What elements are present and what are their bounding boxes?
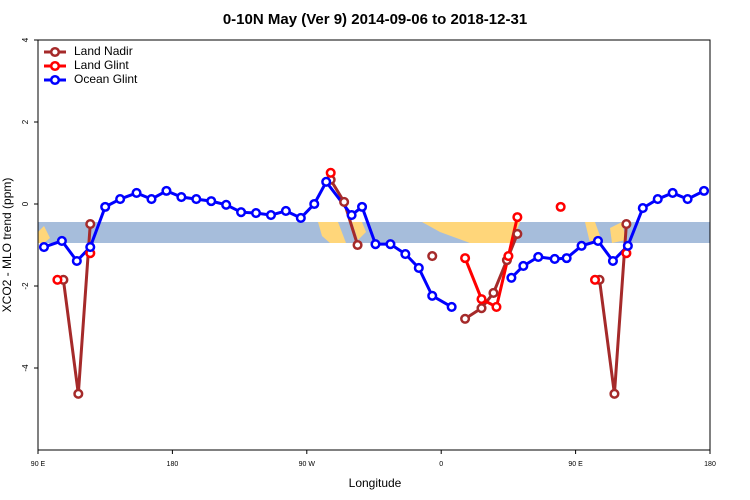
data-point	[698, 185, 710, 196]
series-line	[43, 179, 453, 309]
y-tick-label: 0	[21, 201, 30, 206]
data-point	[589, 274, 601, 285]
data-point	[400, 248, 411, 260]
data-point	[503, 251, 514, 262]
data-point	[518, 260, 529, 271]
data-point	[352, 239, 363, 251]
x-axis-label: Longitude	[349, 476, 402, 490]
data-point	[73, 388, 84, 399]
data-point	[115, 194, 126, 205]
data-point	[346, 210, 357, 221]
x-tick-label: 90 E	[31, 461, 46, 468]
data-point	[56, 235, 67, 246]
data-point	[176, 191, 187, 203]
data-point	[295, 212, 306, 223]
data-point	[506, 272, 517, 283]
data-point	[446, 301, 457, 312]
data-point	[385, 239, 396, 250]
data-point	[280, 205, 291, 217]
x-tick-label: 90 W	[299, 461, 316, 468]
data-point	[38, 242, 50, 253]
chart-title: 0-10N May (Ver 9) 2014-09-06 to 2018-12-…	[223, 11, 527, 28]
data-point	[161, 185, 172, 196]
legend-label: Ocean Glint	[74, 72, 138, 86]
data-point	[325, 167, 336, 178]
x-tick-label: 180	[704, 461, 716, 468]
y-tick-label: -2	[21, 282, 30, 290]
data-point	[621, 219, 632, 230]
legend-marker	[49, 46, 61, 58]
legend-label: Land Glint	[74, 58, 129, 72]
legend-marker	[49, 74, 61, 86]
data-point	[460, 253, 471, 264]
data-point	[488, 287, 499, 299]
x-tick-label: 90 E	[568, 461, 583, 468]
data-point	[607, 255, 618, 267]
plot-frame	[37, 39, 711, 451]
data-point	[321, 176, 332, 187]
data-point	[491, 301, 502, 312]
data-point	[221, 199, 232, 210]
data-point	[250, 207, 262, 219]
data-point	[622, 240, 633, 251]
data-point	[476, 294, 487, 305]
data-point	[357, 201, 368, 212]
data-point	[100, 201, 111, 212]
data-point	[549, 253, 560, 264]
y-tick-label: -4	[21, 364, 30, 372]
y-tick-label: 4	[21, 37, 30, 42]
data-point	[609, 388, 620, 399]
data-point	[533, 251, 544, 262]
data-point	[309, 198, 320, 210]
data-point	[146, 194, 157, 205]
data-point	[85, 242, 96, 253]
data-point	[427, 290, 438, 301]
data-point	[682, 194, 693, 205]
data-point	[206, 196, 217, 207]
data-point	[85, 219, 96, 230]
data-point	[476, 303, 487, 314]
data-point	[555, 201, 566, 212]
y-tick-label: 2	[21, 119, 30, 124]
data-point	[512, 228, 523, 239]
data-point	[339, 196, 350, 207]
x-tick-label: 180	[167, 461, 179, 468]
data-point	[413, 262, 424, 274]
data-point	[592, 235, 604, 246]
data-point	[667, 187, 678, 198]
data-point	[652, 194, 663, 205]
map-strip	[38, 222, 710, 243]
data-point	[131, 187, 142, 198]
data-point	[71, 255, 82, 267]
x-tick-label: 0	[439, 461, 443, 468]
data-point	[52, 274, 63, 285]
data-point	[427, 251, 438, 262]
y-axis-label: XCO2 - MLO trend (ppm)	[0, 178, 14, 313]
legend-label: Land Nadir	[74, 44, 133, 58]
data-point	[561, 253, 572, 264]
data-point	[191, 194, 202, 205]
data-point	[265, 210, 277, 221]
legend-marker	[49, 60, 61, 72]
data-point	[512, 212, 523, 223]
data-point	[370, 239, 381, 250]
data-point	[460, 313, 471, 324]
data-point	[236, 207, 247, 218]
data-point	[576, 240, 587, 251]
data-point	[637, 203, 648, 214]
